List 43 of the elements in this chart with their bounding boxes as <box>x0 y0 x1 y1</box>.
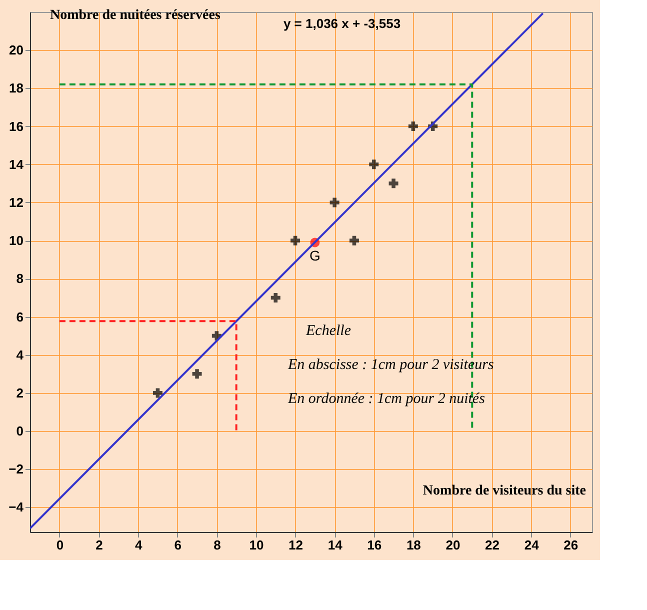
x-tick-label: 24 <box>524 538 540 552</box>
y-tick-label: 6 <box>16 309 24 324</box>
point <box>349 236 359 246</box>
point <box>192 369 202 379</box>
y-tick-label: 14 <box>9 156 24 172</box>
annotation: Echelle <box>305 323 352 339</box>
y-tick-label: 10 <box>9 233 24 248</box>
annotation: En abscisse : 1cm pour 2 visiteurs <box>287 357 494 373</box>
annotation: G <box>309 247 320 264</box>
annotation: En ordonnée : 1cm pour 2 nuités <box>287 391 486 407</box>
x-tick-label: 22 <box>485 538 500 552</box>
y-axis-title: Nombre de nuitées réservées <box>50 8 221 23</box>
y-tick-label: 20 <box>9 42 24 58</box>
y-tick-label: 4 <box>16 347 24 362</box>
x-tick-label: 14 <box>328 538 344 552</box>
y-tick-label: 16 <box>9 118 24 134</box>
point <box>388 178 398 188</box>
x-tick-label: 20 <box>446 538 460 552</box>
y-tick-label: 18 <box>9 80 24 96</box>
point <box>369 160 379 170</box>
x-tick-label: 12 <box>288 538 304 552</box>
y-tick-label: 2 <box>16 385 24 400</box>
x-axis-title: Nombre de visiteurs du site <box>422 483 586 498</box>
y-tick-label: 0 <box>16 424 24 439</box>
point <box>408 122 418 132</box>
x-tick-label: 2 <box>96 538 103 552</box>
point <box>290 236 300 246</box>
y-tick-label: 8 <box>16 271 24 286</box>
y-tick-label: −4 <box>8 500 24 515</box>
y-tick-label: 12 <box>9 194 24 210</box>
x-tick-label: 18 <box>406 538 421 552</box>
x-tick-label: 10 <box>249 538 264 552</box>
x-tick-label: 26 <box>564 538 578 552</box>
x-tick-label: 6 <box>174 538 182 552</box>
point <box>270 292 280 302</box>
x-tick-label: 8 <box>214 538 221 552</box>
x-tick-label: 16 <box>367 538 382 552</box>
y-tick-label: −2 <box>8 462 24 477</box>
x-tick-label: 0 <box>56 538 64 552</box>
point <box>330 198 340 208</box>
point <box>152 388 162 398</box>
annotation: y = 1,036 x + -3,553 <box>283 16 401 31</box>
x-tick-label: 4 <box>134 538 143 552</box>
